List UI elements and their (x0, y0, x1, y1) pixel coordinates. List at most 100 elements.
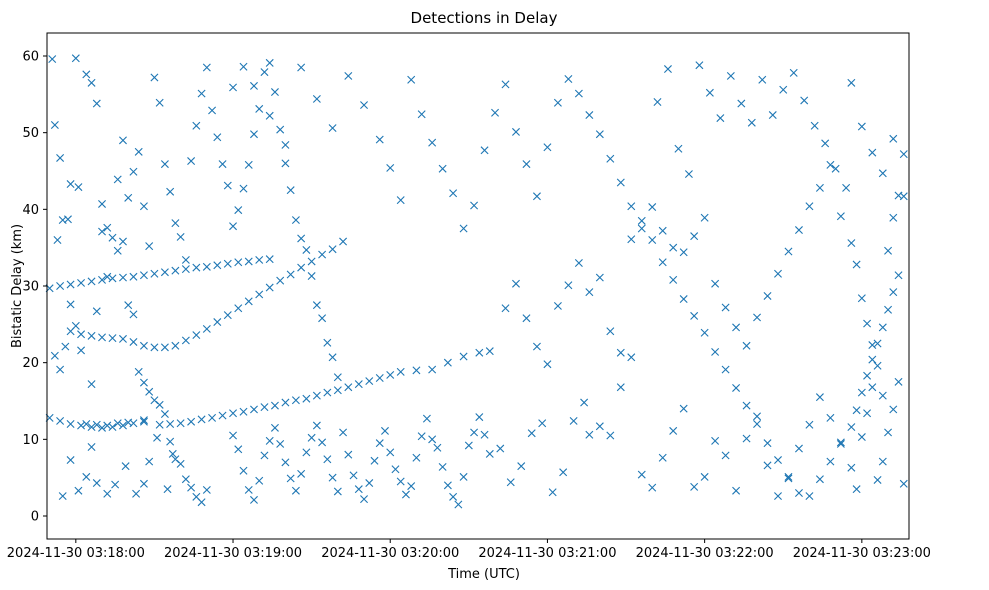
data-point (344, 383, 353, 392)
y-tick-label: 40 (22, 203, 39, 218)
data-point (711, 347, 720, 356)
data-point (239, 466, 248, 475)
data-point (857, 294, 866, 303)
data-point (836, 439, 845, 448)
data-point (92, 479, 101, 488)
data-point (627, 353, 636, 362)
data-point (606, 327, 615, 336)
data-point (449, 492, 458, 501)
data-point (627, 202, 636, 211)
data-point (595, 422, 604, 431)
data-point (758, 75, 767, 84)
data-point (108, 334, 117, 343)
chart-title: Detections in Delay (411, 9, 558, 27)
data-point (836, 438, 845, 447)
data-point (187, 157, 196, 166)
data-point (113, 246, 122, 255)
data-point (145, 242, 154, 251)
data-point (574, 259, 583, 267)
data-point (894, 271, 903, 280)
data-point (223, 311, 232, 320)
data-point (171, 266, 180, 275)
data-point (192, 263, 201, 272)
data-point (66, 300, 75, 309)
data-point (202, 485, 211, 494)
data-point (297, 263, 306, 272)
data-point (889, 213, 898, 222)
data-point (333, 373, 342, 382)
data-point (438, 164, 447, 173)
data-point (192, 121, 201, 130)
data-point (260, 403, 269, 412)
data-point (899, 192, 908, 201)
data-point (98, 333, 107, 342)
data-point (679, 295, 688, 304)
data-point (821, 139, 830, 148)
data-point (774, 269, 782, 278)
data-point (229, 222, 238, 231)
data-point (307, 272, 316, 281)
data-point (71, 54, 80, 63)
data-point (111, 480, 120, 489)
data-point (669, 243, 678, 252)
y-tick-label: 60 (22, 50, 39, 65)
data-point (328, 245, 337, 254)
data-point (658, 258, 667, 267)
data-point (344, 71, 353, 80)
data-point (360, 101, 369, 110)
data-point (134, 367, 143, 376)
data-point (249, 495, 258, 504)
data-point (77, 346, 86, 355)
data-point (847, 423, 856, 432)
data-point (747, 118, 756, 127)
data-point (82, 472, 91, 481)
data-point (61, 342, 70, 351)
data-point (244, 160, 253, 169)
data-point (574, 89, 583, 98)
data-point (375, 135, 384, 144)
data-point (365, 479, 374, 488)
data-point (74, 183, 83, 192)
x-tick-label: 2024-11-30 03:23:00 (793, 546, 931, 561)
data-point (139, 202, 148, 211)
data-point (779, 85, 788, 94)
data-point (244, 257, 253, 266)
data-point (884, 246, 893, 255)
data-point (213, 261, 222, 270)
y-axis-label: Bistatic Delay (km) (10, 224, 25, 348)
data-point (181, 255, 190, 264)
data-point (512, 279, 520, 288)
data-point (742, 341, 751, 350)
data-point (87, 277, 96, 286)
data-point (711, 279, 720, 288)
data-point (564, 281, 573, 290)
data-point (197, 89, 206, 98)
data-point (297, 234, 306, 243)
data-point (71, 321, 80, 330)
data-point (459, 352, 468, 361)
data-point (202, 262, 211, 271)
data-point (265, 111, 274, 120)
data-point (732, 486, 741, 495)
data-point (894, 377, 903, 386)
x-tick-label: 2024-11-30 03:19:00 (164, 546, 302, 561)
data-point (852, 260, 861, 269)
data-point (878, 169, 887, 178)
data-point (281, 140, 290, 149)
data-point (234, 445, 243, 454)
data-point (66, 180, 75, 189)
data-point (113, 419, 122, 428)
data-point (784, 472, 793, 481)
data-point (852, 485, 861, 494)
data-point (491, 108, 500, 117)
data-point (255, 290, 264, 299)
data-point (569, 416, 578, 425)
data-point (805, 420, 814, 429)
data-point (449, 189, 458, 198)
data-point (66, 420, 75, 428)
data-point (197, 415, 206, 424)
data-point (255, 255, 264, 264)
data-point (800, 96, 809, 105)
data-point (318, 314, 327, 323)
data-point (56, 153, 65, 162)
